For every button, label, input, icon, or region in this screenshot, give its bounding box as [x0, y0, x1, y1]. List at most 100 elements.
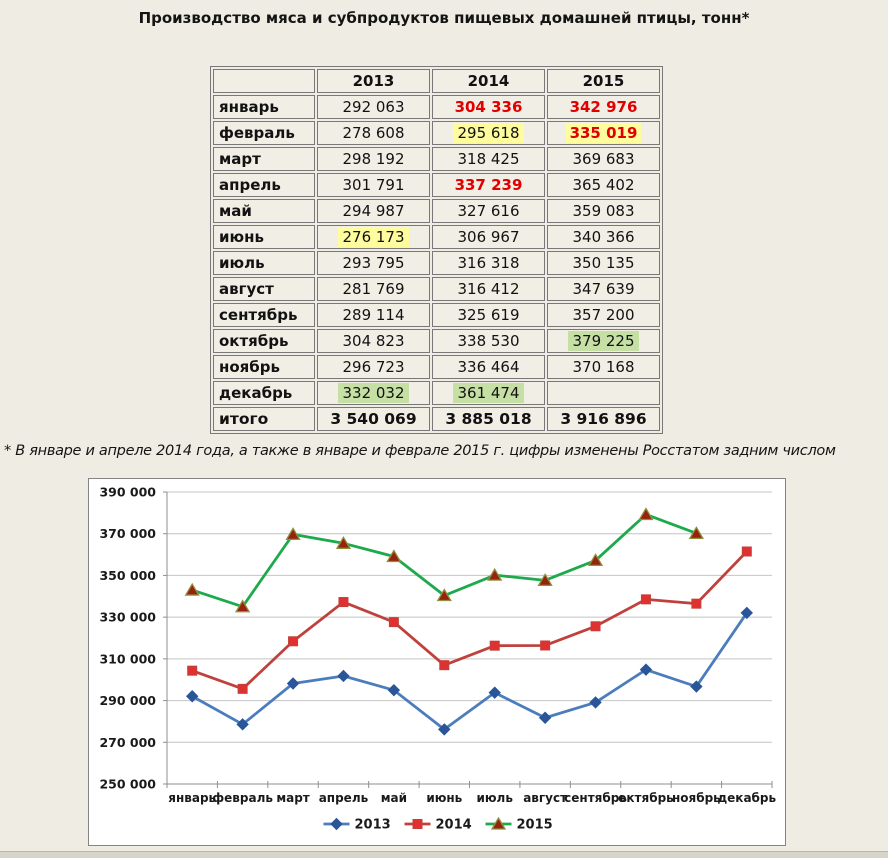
cell-value: 370 168 — [572, 358, 635, 376]
x-axis-label: апрель — [319, 791, 369, 805]
value-cell: 369 683 — [547, 147, 660, 171]
marker-triangle — [487, 567, 503, 581]
production-table: 2013 2014 2015 январь 292 063 304 336 342 976 ф… — [210, 66, 663, 434]
cell-value: 342 976 — [569, 98, 638, 116]
value-cell: 361 474 — [432, 381, 545, 405]
marker-square — [691, 598, 702, 609]
marker-diamond — [488, 686, 501, 699]
value-cell: 289 114 — [317, 303, 430, 327]
line-chart-canvas: 250 000 270 000 290 000 310 000 330 000 350 0… — [99, 485, 776, 833]
x-axis-label: июль — [476, 791, 513, 805]
value-cell: 337 239 — [432, 173, 545, 197]
x-axis-label: май — [381, 791, 407, 805]
cell-value: 365 402 — [572, 176, 635, 194]
month-label: ноябрь — [213, 355, 315, 379]
marker-square — [338, 597, 349, 608]
x-axis-label: март — [276, 791, 309, 805]
marker-diamond — [589, 696, 602, 709]
value-cell: 316 318 — [432, 251, 545, 275]
cell-value: 304 336 — [454, 98, 523, 116]
marker-triangle — [490, 816, 507, 830]
table-row: май 294 987 327 616 359 083 — [213, 199, 660, 223]
marker-diamond — [330, 817, 343, 831]
marker-diamond — [387, 683, 401, 697]
marker-diamond — [236, 718, 249, 731]
marker-triangle — [285, 527, 301, 541]
value-cell: 293 795 — [317, 251, 430, 275]
marker-diamond — [438, 723, 451, 736]
marker-diamond — [286, 677, 300, 690]
value-cell: 332 032 — [317, 381, 430, 405]
month-label: март — [213, 147, 315, 171]
value-cell: 359 083 — [547, 199, 660, 223]
x-axis-label: июнь — [426, 791, 462, 805]
marker-square — [590, 621, 601, 632]
marker-square — [489, 640, 500, 651]
y-axis-label: 390 000 — [99, 485, 156, 500]
value-cell: 338 530 — [432, 329, 545, 353]
marker-diamond — [337, 669, 350, 683]
value-cell: 379 225 — [547, 329, 660, 353]
value-cell: 325 619 — [432, 303, 545, 327]
cell-value: 296 723 — [342, 358, 405, 376]
value-cell: 336 464 — [432, 355, 545, 379]
marker-diamond — [740, 606, 753, 620]
cell-value: 293 795 — [342, 254, 405, 272]
value-cell: 3 540 069 — [317, 407, 430, 431]
production-chart: 250 000 270 000 290 000 310 000 330 000 350 0… — [88, 478, 786, 846]
marker-square — [388, 617, 399, 628]
value-cell: 298 192 — [317, 147, 430, 171]
value-cell: 365 402 — [547, 173, 660, 197]
cell-value: 316 412 — [457, 280, 520, 298]
cell-value: 361 474 — [453, 383, 524, 403]
cell-value: 325 619 — [457, 306, 520, 324]
value-cell: 335 019 — [547, 121, 660, 145]
cell-value: 318 425 — [457, 150, 520, 168]
month-label: январь — [213, 95, 315, 119]
year-header: 2014 — [432, 69, 545, 93]
cell-value: 337 239 — [454, 176, 523, 194]
marker-square — [288, 636, 299, 647]
table-row: август 281 769 316 412 347 639 — [213, 277, 660, 301]
series-2013-line — [190, 611, 749, 731]
value-cell: 316 412 — [432, 277, 545, 301]
value-cell: 350 135 — [547, 251, 660, 275]
value-cell — [547, 381, 660, 405]
cell-value: 332 032 — [338, 383, 409, 403]
cell-value: 316 318 — [457, 254, 520, 272]
cell-value: 359 083 — [572, 202, 635, 220]
cell-value: 369 683 — [572, 150, 635, 168]
value-cell: 357 200 — [547, 303, 660, 327]
marker-triangle — [184, 582, 200, 596]
cell-value: 335 019 — [565, 123, 642, 143]
value-cell: 327 616 — [432, 199, 545, 223]
x-axis-label: август — [523, 791, 567, 805]
cell-value: 295 618 — [453, 123, 524, 143]
marker-square — [741, 546, 752, 557]
table-row: февраль 278 608 295 618 335 019 — [213, 121, 660, 145]
table-row: декабрь 332 032 361 474 — [213, 381, 660, 405]
marker-triangle — [335, 536, 352, 549]
cell-value: 294 987 — [342, 202, 405, 220]
value-cell: 292 063 — [317, 95, 430, 119]
total-row: итого 3 540 069 3 885 018 3 916 896 — [213, 407, 660, 431]
cell-value: 347 639 — [572, 280, 635, 298]
marker-diamond — [639, 663, 653, 676]
table-header-row: 2013 2014 2015 — [213, 69, 660, 93]
x-axis-label: февраль — [212, 791, 273, 805]
cell-value: 298 192 — [342, 150, 405, 168]
marker-triangle — [688, 526, 705, 540]
x-axis-label: сентябрь — [564, 791, 627, 805]
value-cell: 304 823 — [317, 329, 430, 353]
marker-square — [540, 640, 551, 651]
cell-value: 301 791 — [342, 176, 405, 194]
value-cell: 3 885 018 — [432, 407, 545, 431]
marker-triangle — [587, 553, 604, 567]
page-title: Производство мяса и субпродуктов пищевых… — [138, 9, 750, 27]
marker-square — [412, 819, 423, 829]
x-axis-label: ноябрь — [672, 791, 721, 805]
cell-value: 379 225 — [568, 331, 639, 351]
y-axis-label: 330 000 — [99, 610, 156, 625]
marker-diamond — [690, 680, 703, 693]
table-row: ноябрь 296 723 336 464 370 168 — [213, 355, 660, 379]
